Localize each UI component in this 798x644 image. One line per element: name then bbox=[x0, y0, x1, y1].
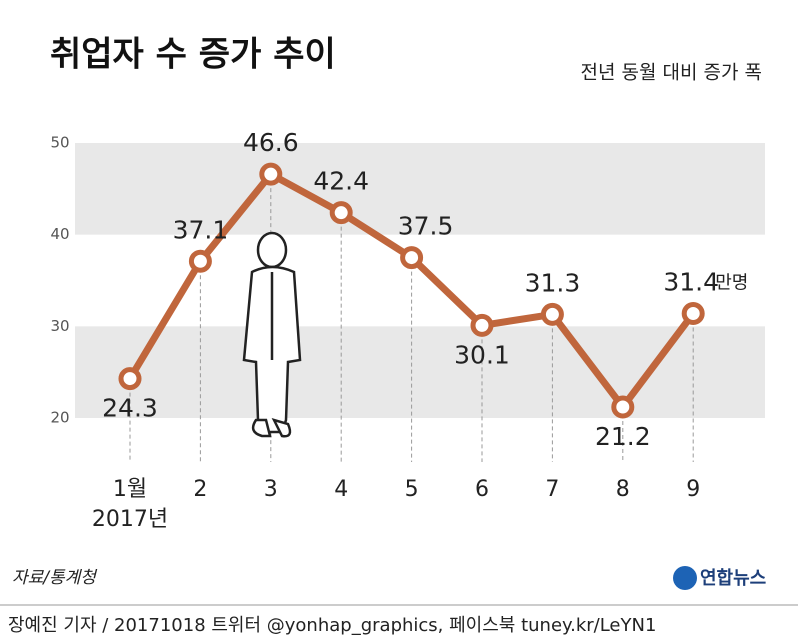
point bbox=[329, 201, 353, 225]
logo-text: 연합뉴스 bbox=[700, 567, 766, 589]
value-label: 31.4 bbox=[663, 268, 719, 297]
footer: 장예진 기자 / 20171018 트위터 @yonhap_graphics, … bbox=[8, 615, 656, 636]
plot: 20 30 40 50 24.3 1월 37.1 2 46.6 3 42.4 4 37.5 5 30.1 6 3… bbox=[50, 128, 765, 532]
value-label: 37.5 bbox=[398, 212, 454, 241]
value-label: 42.4 bbox=[313, 167, 369, 196]
x-tick-label: 4 bbox=[334, 477, 348, 502]
value-label: 24.3 bbox=[102, 394, 158, 423]
point bbox=[611, 395, 635, 419]
value-label: 31.3 bbox=[525, 268, 581, 297]
person-illustration bbox=[242, 231, 302, 438]
y-tick-label: 30 bbox=[50, 317, 69, 335]
chart-subtitle: 전년 동월 대비 증가 폭 bbox=[581, 62, 762, 84]
x-tick-label: 9 bbox=[686, 477, 700, 502]
logo-icon bbox=[673, 566, 697, 590]
y-tick-label: 20 bbox=[50, 409, 69, 427]
point bbox=[188, 249, 212, 273]
band bbox=[75, 143, 765, 235]
source: 자료/통계청 bbox=[12, 568, 98, 588]
x-tick-label: 7 bbox=[545, 477, 559, 502]
x-tick-label: 5 bbox=[405, 477, 419, 502]
x-tick-label: 3 bbox=[264, 477, 278, 502]
point bbox=[259, 162, 283, 186]
band bbox=[75, 326, 765, 418]
point bbox=[540, 302, 564, 326]
x-tick-label: 8 bbox=[616, 477, 630, 502]
point bbox=[118, 367, 142, 391]
x-tick-label: 2 bbox=[193, 477, 207, 502]
value-label: 21.2 bbox=[595, 422, 651, 451]
point bbox=[681, 302, 705, 325]
y-tick-label: 50 bbox=[50, 134, 69, 152]
unit-label: 만명 bbox=[715, 273, 748, 294]
value-label: 46.6 bbox=[243, 128, 299, 157]
x-tick-label: 6 bbox=[475, 477, 489, 502]
value-label: 30.1 bbox=[454, 340, 510, 369]
point bbox=[470, 313, 494, 337]
chart-title: 취업자 수 증가 추이 bbox=[50, 35, 336, 75]
x-note: 2017년 bbox=[92, 507, 168, 532]
y-tick-label: 40 bbox=[50, 225, 69, 243]
point bbox=[400, 246, 424, 270]
value-label: 37.1 bbox=[173, 215, 229, 244]
x-tick-label: 1월 bbox=[113, 477, 147, 502]
